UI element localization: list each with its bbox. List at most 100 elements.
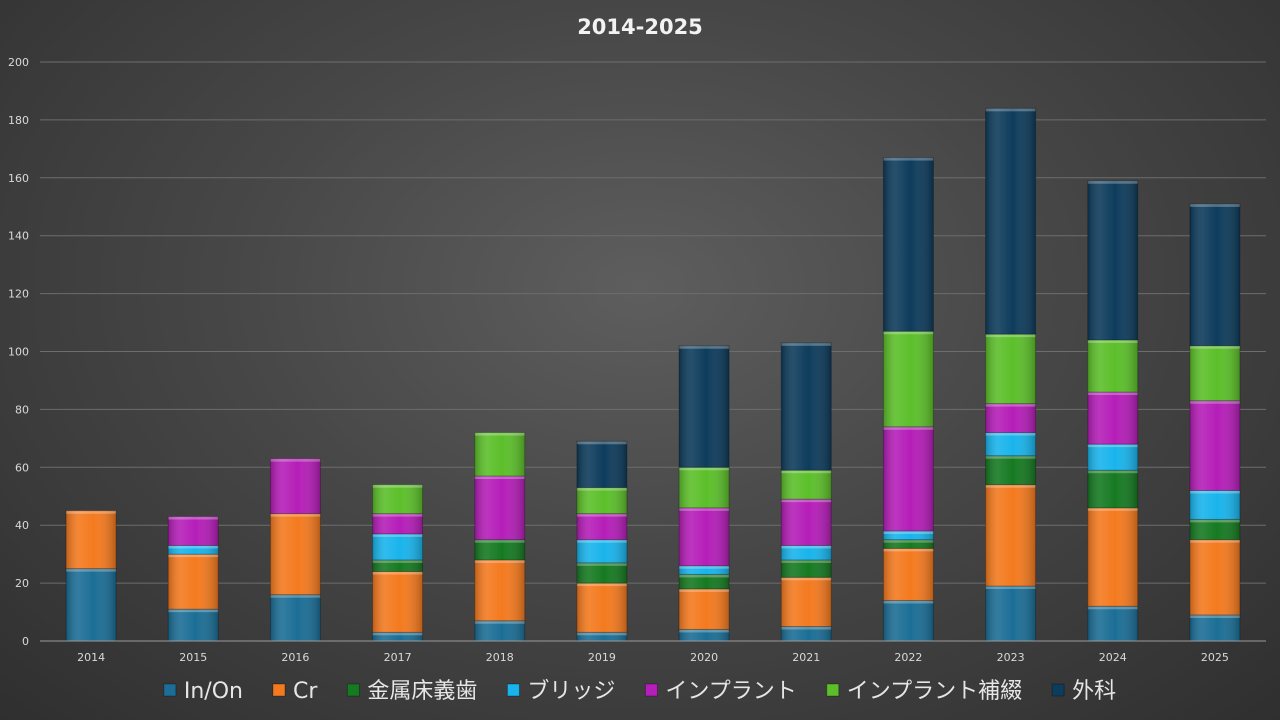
bar-segment-bevel xyxy=(1189,519,1240,523)
bar-segment-bevel xyxy=(781,626,832,630)
bar-segment-shine xyxy=(474,559,525,621)
bar-segment xyxy=(269,458,321,515)
bar-segment xyxy=(1087,469,1139,509)
bar-segment-shine xyxy=(372,513,423,534)
bar-segment xyxy=(678,466,730,509)
bar-segment-shine xyxy=(883,539,934,549)
bar-segment-bevel xyxy=(883,157,934,161)
legend-label: In/On xyxy=(184,679,243,704)
bar-segment-bevel xyxy=(985,455,1036,459)
bar-segment xyxy=(1189,345,1241,402)
y-tick-label: 200 xyxy=(8,56,29,69)
bar-segment xyxy=(882,530,934,541)
bar-segment xyxy=(1189,203,1241,347)
bar-segment-bevel xyxy=(1189,539,1240,543)
bar-segment-shine xyxy=(679,345,730,468)
bar-segment xyxy=(576,631,628,642)
legend-label: 外科 xyxy=(1072,679,1116,704)
bar-segment xyxy=(780,342,832,471)
bar-segment-bevel xyxy=(1189,614,1240,618)
bar-segment-bevel xyxy=(168,545,219,549)
bar-segment-shine xyxy=(781,342,832,471)
bar-segment-bevel xyxy=(1087,606,1138,610)
x-tick-label: 2025 xyxy=(1201,651,1229,664)
legend-item: ブリッジ xyxy=(506,679,615,704)
bar-segment-shine xyxy=(372,632,423,641)
bar-segment xyxy=(882,426,934,532)
legend-swatch xyxy=(346,683,360,697)
legend: In/On Cr 金属床義歯 ブリッジ インプラント インプラント補綴 外科 xyxy=(163,679,1116,704)
y-tick-label: 180 xyxy=(8,114,29,127)
bar-segment-bevel xyxy=(576,513,627,517)
bar-segment-bevel xyxy=(883,426,934,430)
legend-item: 外科 xyxy=(1051,679,1116,704)
bar-segment-shine xyxy=(1189,400,1240,491)
bar-segment-shine xyxy=(1087,507,1138,607)
bar-segment-bevel xyxy=(679,345,730,349)
bar-segment-outline xyxy=(474,432,526,477)
bar-segment-bevel xyxy=(576,441,627,445)
bar-segment xyxy=(1189,489,1241,520)
bar-segment-shine xyxy=(985,334,1036,404)
bar-segment-shine xyxy=(985,585,1036,641)
y-tick-label: 140 xyxy=(8,230,29,243)
bar-segment xyxy=(372,559,424,573)
bar-segment-shine xyxy=(781,470,832,500)
bar-segment-shine xyxy=(1189,345,1240,401)
bar-segment-bevel xyxy=(781,577,832,581)
legend-swatch xyxy=(163,683,177,697)
bar-segment-shine xyxy=(474,539,525,560)
bar-segment-shine xyxy=(168,609,219,641)
y-axis-ticks: 0 20 40 60 80 100 120 140 160 180 200 xyxy=(8,56,29,648)
bar-segment-shine xyxy=(1087,392,1138,445)
bar-segment-shine xyxy=(474,475,525,540)
bar-segment-shine xyxy=(985,455,1036,485)
x-tick-label: 2021 xyxy=(792,651,820,664)
y-tick-label: 160 xyxy=(8,172,29,185)
bar-segment xyxy=(1189,518,1241,541)
bar-segment-bevel xyxy=(1189,345,1240,349)
y-tick-label: 120 xyxy=(8,288,29,301)
bar-segment-bevel xyxy=(883,600,934,604)
bar-segment-shine xyxy=(883,331,934,427)
x-tick-label: 2018 xyxy=(486,651,514,664)
bar-segment-shine xyxy=(679,507,730,566)
legend-label: インプラント補綴 xyxy=(847,679,1022,704)
bar-segment xyxy=(678,573,730,590)
bar-segment-bevel xyxy=(781,545,832,549)
bar-segment-shine xyxy=(270,458,321,514)
bar-segment-bevel xyxy=(66,510,117,514)
bar-segment-shine xyxy=(679,588,730,630)
bar-segment-bevel xyxy=(679,507,730,511)
x-tick-label: 2020 xyxy=(690,651,718,664)
bar-segment xyxy=(985,333,1037,405)
legend-item: インプラント xyxy=(644,679,797,704)
bar-segment xyxy=(269,513,321,596)
bar-segment-bevel xyxy=(1087,339,1138,343)
bar-segment xyxy=(1087,391,1139,445)
bar-segment-bevel xyxy=(474,559,525,563)
bar-segment-bevel xyxy=(576,632,627,636)
bar-segment-shine xyxy=(985,484,1036,586)
bar-segment xyxy=(372,533,424,561)
bar-segment xyxy=(576,487,628,515)
bar-segment xyxy=(372,571,424,633)
bar-segment xyxy=(65,568,117,642)
x-tick-label: 2023 xyxy=(997,651,1025,664)
bar-segment-outline xyxy=(678,588,730,630)
bars xyxy=(65,107,1241,642)
bar-segment-bevel xyxy=(679,467,730,471)
bar-segment xyxy=(167,553,219,610)
bar-segment-shine xyxy=(1189,614,1240,641)
bar-segment-bevel xyxy=(270,458,321,462)
y-tick-label: 80 xyxy=(15,403,29,416)
bar-segment xyxy=(576,562,628,584)
y-tick-label: 60 xyxy=(15,461,29,474)
x-tick-label: 2017 xyxy=(384,651,412,664)
bar-segment-shine xyxy=(1087,444,1138,471)
x-tick-label: 2016 xyxy=(281,651,309,664)
y-tick-label: 0 xyxy=(22,635,29,648)
bar-segment-shine xyxy=(270,513,321,595)
bar-segment-shine xyxy=(1087,339,1138,393)
bar-segment xyxy=(678,507,730,567)
